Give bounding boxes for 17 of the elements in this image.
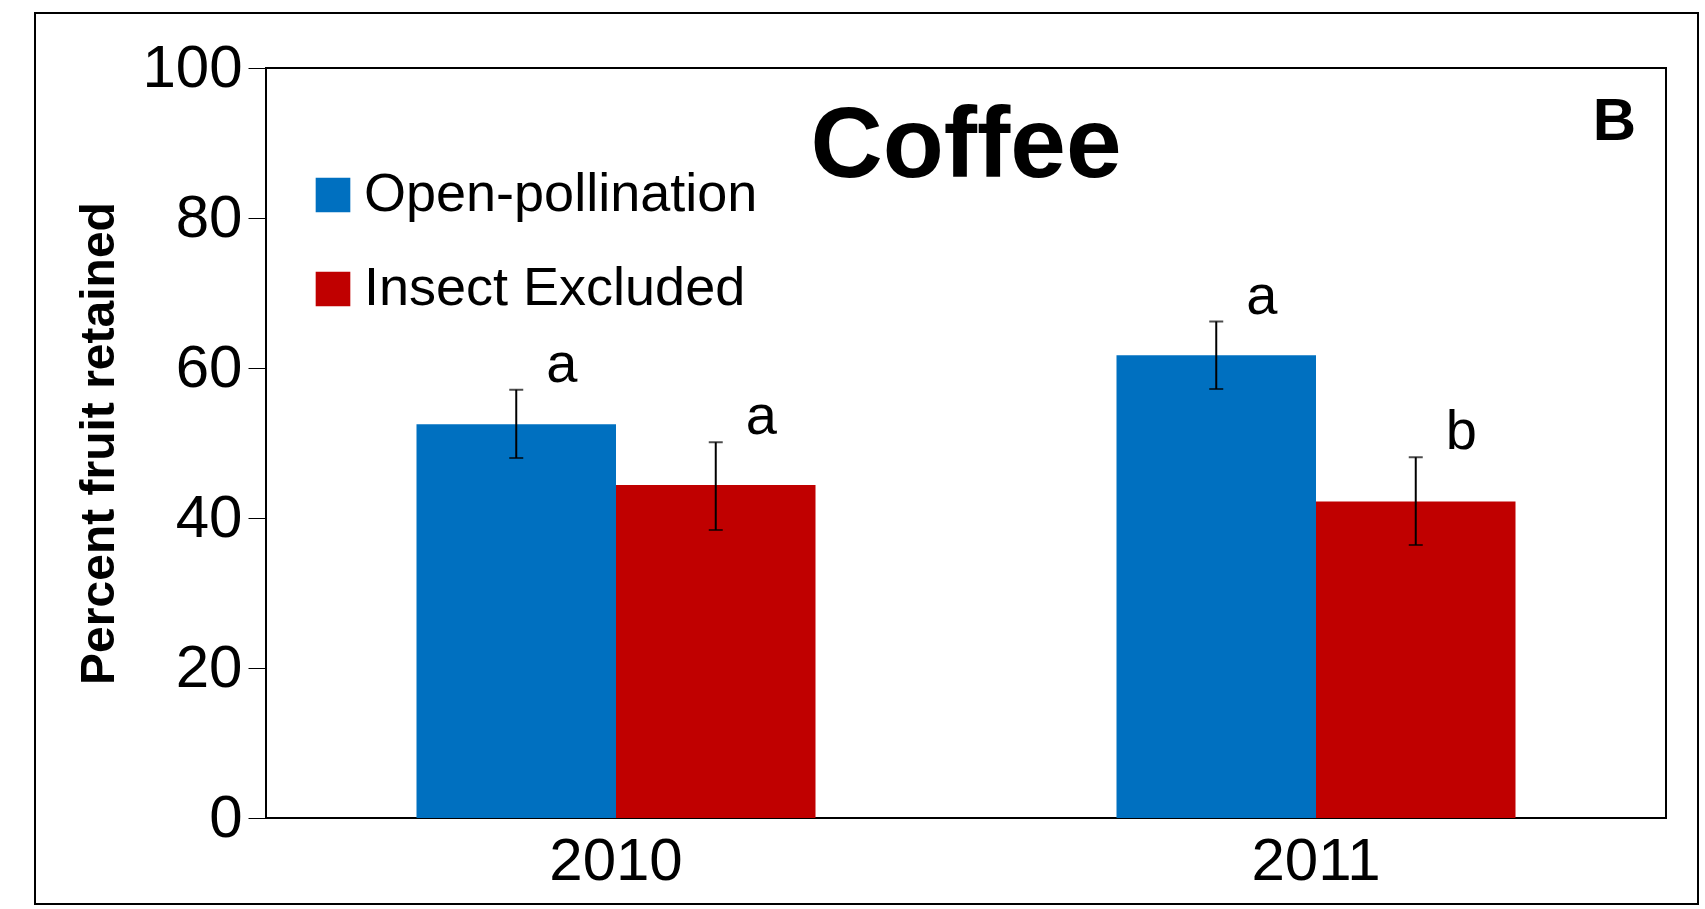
y-tick-label: 20: [175, 632, 243, 700]
chart-title: Coffee: [810, 86, 1122, 198]
y-tick-label: 40: [175, 482, 243, 550]
legend-label: Insect Excluded: [364, 256, 746, 316]
data-label: a: [745, 383, 778, 447]
data-label: b: [1445, 398, 1477, 462]
x-tick-label: 2011: [1251, 825, 1381, 893]
data-label: a: [1246, 262, 1279, 326]
data-label: a: [546, 330, 579, 394]
y-tick-label: 0: [209, 782, 243, 850]
x-tick-label: 2010: [549, 825, 683, 893]
y-axis-title: Percent fruit retained: [71, 202, 125, 685]
legend-label: Open-pollination: [364, 162, 758, 222]
y-tick-label: 60: [175, 332, 243, 400]
y-tick-label: 100: [142, 32, 243, 100]
annotation: B: [1592, 86, 1636, 153]
y-tick-label: 80: [175, 182, 243, 250]
